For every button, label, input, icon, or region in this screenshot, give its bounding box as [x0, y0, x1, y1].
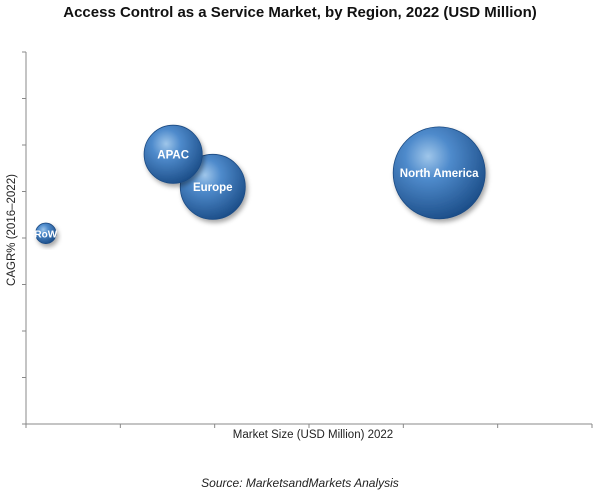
source-note: Source: MarketsandMarkets Analysis	[201, 476, 399, 490]
chart-title: Access Control as a Service Market, by R…	[63, 4, 537, 21]
bubble-row: RoW	[34, 222, 58, 245]
axes	[22, 51, 593, 428]
bubble-mark	[392, 126, 486, 220]
y-axis-label: CAGR% (2016–2022)	[6, 174, 18, 286]
bubbles: North America Europe APAC RoW	[34, 124, 486, 245]
x-axis-label: Market Size (USD Million) 2022	[233, 429, 393, 441]
axis-labels: Market Size (USD Million) 2022 CAGR% (20…	[6, 174, 393, 441]
bubble-label: APAC	[157, 149, 189, 161]
bubble-label: RoW	[34, 229, 57, 240]
bubble-north-america: North America	[392, 126, 486, 220]
bubble-label: North America	[400, 168, 479, 180]
bubble-mark	[35, 222, 57, 245]
bubble-label: Europe	[193, 182, 233, 194]
bubble-mark	[143, 124, 203, 184]
bubble-apac: APAC	[143, 124, 203, 184]
